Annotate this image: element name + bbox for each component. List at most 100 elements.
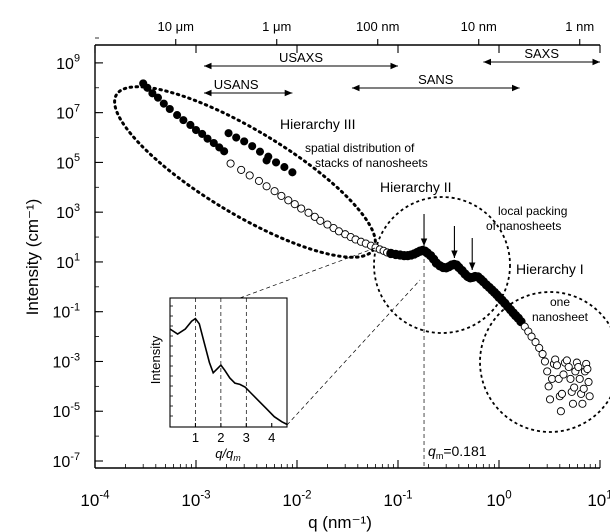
x-ticks: 10-4 10-3 10-2 10-1 100 101	[80, 45, 610, 510]
data-point	[316, 216, 325, 225]
data-point	[545, 395, 555, 404]
data-point	[547, 374, 557, 383]
data-point	[262, 156, 271, 165]
inset-connector	[286, 279, 421, 426]
data-point	[583, 364, 592, 374]
inset-x-tick-label: 4	[268, 430, 275, 445]
top-tick-label: 1 μm	[262, 19, 291, 34]
data-point	[570, 383, 579, 392]
inset-y-label: Intensity	[148, 335, 163, 384]
data-points	[139, 79, 594, 416]
data-point	[232, 133, 241, 142]
top-tick-label: 100 nm	[356, 19, 399, 34]
x-tick-label: 10-3	[181, 489, 210, 510]
top-tick-label: 10 μm	[158, 19, 194, 34]
data-point	[203, 134, 212, 143]
hierarchy3-desc-line2: stacks of nanosheets	[315, 156, 428, 170]
data-point	[179, 116, 188, 125]
y-tick-label: 10-3	[53, 351, 80, 371]
data-point	[186, 120, 195, 130]
data-point	[270, 187, 279, 196]
x-tick-label: 10-1	[383, 489, 412, 510]
data-point	[310, 212, 319, 221]
data-point	[226, 159, 235, 168]
data-point	[254, 176, 263, 185]
data-point	[557, 389, 566, 398]
data-point	[159, 99, 168, 108]
inset-x-tick-label: 3	[243, 430, 250, 445]
data-point	[566, 374, 575, 383]
inset-x-label: q/qm	[215, 446, 241, 463]
data-point	[535, 343, 544, 352]
data-point	[559, 370, 568, 379]
range-label: USANS	[214, 77, 259, 92]
data-point	[280, 163, 289, 172]
range-label: SAXS	[524, 46, 559, 61]
data-point	[255, 147, 265, 156]
data-point	[574, 362, 583, 372]
y-tick-label: 101	[56, 252, 80, 272]
data-point	[552, 361, 562, 370]
data-point	[173, 111, 182, 120]
top-axis-ticks: 10 μm 1 μm 100 nm 10 nm 1 nm	[158, 19, 594, 45]
data-point	[237, 165, 246, 174]
data-point	[143, 83, 152, 92]
range-label: SANS	[418, 72, 454, 87]
inset-frame	[169, 297, 288, 428]
y-tick-label: 105	[56, 152, 80, 172]
data-point	[290, 200, 299, 209]
data-point	[191, 125, 201, 135]
hierarchy1-desc-line1: one	[550, 295, 570, 309]
data-point	[277, 191, 286, 200]
x-tick-label: 101	[587, 489, 610, 510]
hierarchy2-desc-line2: of nanosheets	[486, 219, 561, 233]
hierarchy3-desc-line1: spatial distribution of	[305, 141, 415, 155]
x-axis-title: q (nm⁻¹)	[308, 513, 372, 532]
data-point	[564, 362, 573, 372]
data-point	[584, 377, 593, 387]
data-point	[220, 147, 229, 156]
data-point	[248, 142, 257, 151]
y-tick-label: 10-5	[53, 401, 80, 421]
data-point	[579, 384, 588, 393]
hierarchy1-circle	[479, 291, 610, 433]
data-point	[288, 168, 297, 177]
data-point	[575, 374, 584, 383]
inset-curve	[169, 317, 288, 426]
hierarchy2-label: Hierarchy II	[380, 179, 452, 195]
y-ticks: 10-7 10-5 10-3 10-1 101 103 105 107 109	[53, 37, 103, 471]
data-point	[562, 356, 571, 365]
data-point	[297, 204, 306, 213]
data-point	[585, 392, 594, 401]
data-point	[323, 220, 332, 229]
data-point	[209, 138, 218, 148]
data-point	[544, 382, 553, 391]
inset-x-tick-label: 1	[192, 430, 199, 445]
plot-frame	[94, 44, 600, 469]
data-point	[224, 129, 233, 138]
data-point	[527, 332, 536, 341]
data-point	[304, 208, 313, 217]
hierarchy1-label: Hierarchy I	[516, 261, 584, 277]
data-point	[148, 89, 157, 98]
y-tick-label: 10-7	[53, 451, 80, 471]
data-point	[240, 137, 249, 146]
y-tick-label: 107	[56, 102, 80, 122]
x-tick-label: 10-4	[80, 489, 110, 510]
inset-plot: 1 2 3 4 Intensity q/qm	[148, 297, 288, 463]
data-point	[531, 338, 540, 347]
range-arrows: USANS USAXS SANS SAXS	[203, 46, 600, 97]
data-point	[543, 367, 552, 376]
hierarchy2-desc-line1: local packing	[498, 204, 567, 218]
x-tick-label: 100	[486, 489, 511, 510]
inset-x-tick-label: 2	[217, 430, 224, 445]
top-tick-label: 1 nm	[565, 19, 594, 34]
hierarchy3-label: Hierarchy III	[280, 116, 355, 132]
y-axis-title: Intensity (cm⁻¹)	[23, 199, 42, 316]
y-tick-label: 109	[56, 53, 80, 73]
data-point	[556, 407, 565, 416]
hierarchy2-circle	[373, 196, 511, 334]
y-tick-label: 103	[56, 202, 80, 222]
data-point	[153, 93, 162, 102]
hierarchy1-desc-line2: nanosheet	[532, 310, 589, 324]
